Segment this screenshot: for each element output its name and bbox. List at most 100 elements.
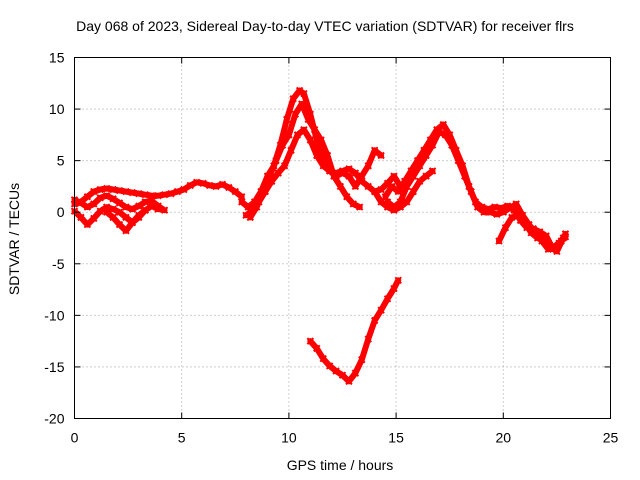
data-point [90,214,98,223]
data-point [553,247,561,256]
data-point [439,120,447,129]
data-point [381,193,390,201]
data-point [467,187,475,196]
data-point [319,162,327,170]
y-tick-label: -5 [52,256,65,272]
data-point [394,276,402,284]
data-point [90,200,98,208]
data-point [370,187,379,196]
data-point [364,335,372,343]
data-point [403,182,411,191]
data-point [338,167,347,175]
y-tick-label: 0 [57,204,65,220]
data-point [377,185,385,194]
data-point [448,141,456,149]
data-point [283,115,291,124]
data-point [441,131,450,139]
data-point [377,151,385,160]
data-point [115,208,124,216]
data-point [160,206,169,214]
data-point [109,213,117,222]
data-point [313,344,321,353]
data-point [461,172,469,180]
data-point [298,100,306,108]
data-point [160,190,169,199]
data-point [173,187,182,196]
data-point [102,208,111,216]
data-point [141,198,149,206]
data-point [154,192,162,200]
data-point [83,220,92,229]
data-point [358,177,366,185]
data-point [109,195,117,203]
data-point [390,203,398,211]
data-point [154,205,162,213]
data-point [102,184,111,193]
data-point [272,156,280,165]
grid-lines [74,57,611,419]
data-point [508,213,516,222]
data-point [422,172,430,180]
data-point [325,167,334,175]
data-point [128,188,137,197]
data-point [102,192,111,200]
y-tick-label: 5 [57,153,65,169]
data-point [345,165,353,173]
data-point [364,182,372,191]
data-point [332,169,340,177]
data-point [338,371,347,379]
data-point [261,187,270,196]
data-point [351,169,360,177]
data-point [289,95,297,103]
x-tick-label: 10 [281,430,297,446]
data-point [248,206,257,214]
series-track-11 [495,211,568,256]
data-point [287,146,295,155]
series-track-12 [306,276,402,386]
data-point [364,162,372,170]
x-axis-label: GPS time / hours [287,457,394,473]
x-tick-labels: 0 5 10 15 20 25 [71,430,619,446]
data-point [83,193,92,201]
data-point [83,203,92,211]
data-point [390,284,398,293]
data-point [323,151,332,160]
data-point [403,198,411,206]
data-point [527,229,535,237]
data-point [306,136,315,144]
data-point [332,367,340,375]
data-point [122,187,130,196]
data-point [180,185,188,194]
plot-frame [74,57,611,419]
data-point [435,128,443,136]
data-point [300,125,308,134]
data-point [349,200,357,208]
data-point [231,187,240,196]
y-tick-label: -10 [44,307,64,323]
data-point [212,182,220,191]
data-point [304,115,312,124]
data-point [238,198,246,206]
data-point [317,136,325,144]
chart-title: Day 068 of 2023, Sidereal Day-to-day VTE… [76,18,574,34]
data-point [415,177,424,185]
data-point [77,213,85,222]
x-tick-label: 25 [603,430,619,446]
data-point [370,316,379,325]
data-point [521,218,529,227]
data-point [285,131,293,139]
data-point [394,187,402,196]
y-tick-label: 15 [49,50,65,66]
data-point [278,141,287,149]
y-axis-label: SDTVAR / TECUs [6,183,22,295]
data-point [225,183,233,192]
data-point [454,156,462,165]
data-point [109,205,117,213]
data-point [293,131,302,139]
data-point [115,220,124,229]
data-point [355,203,364,211]
data-point [205,181,214,190]
data-point [540,237,548,245]
